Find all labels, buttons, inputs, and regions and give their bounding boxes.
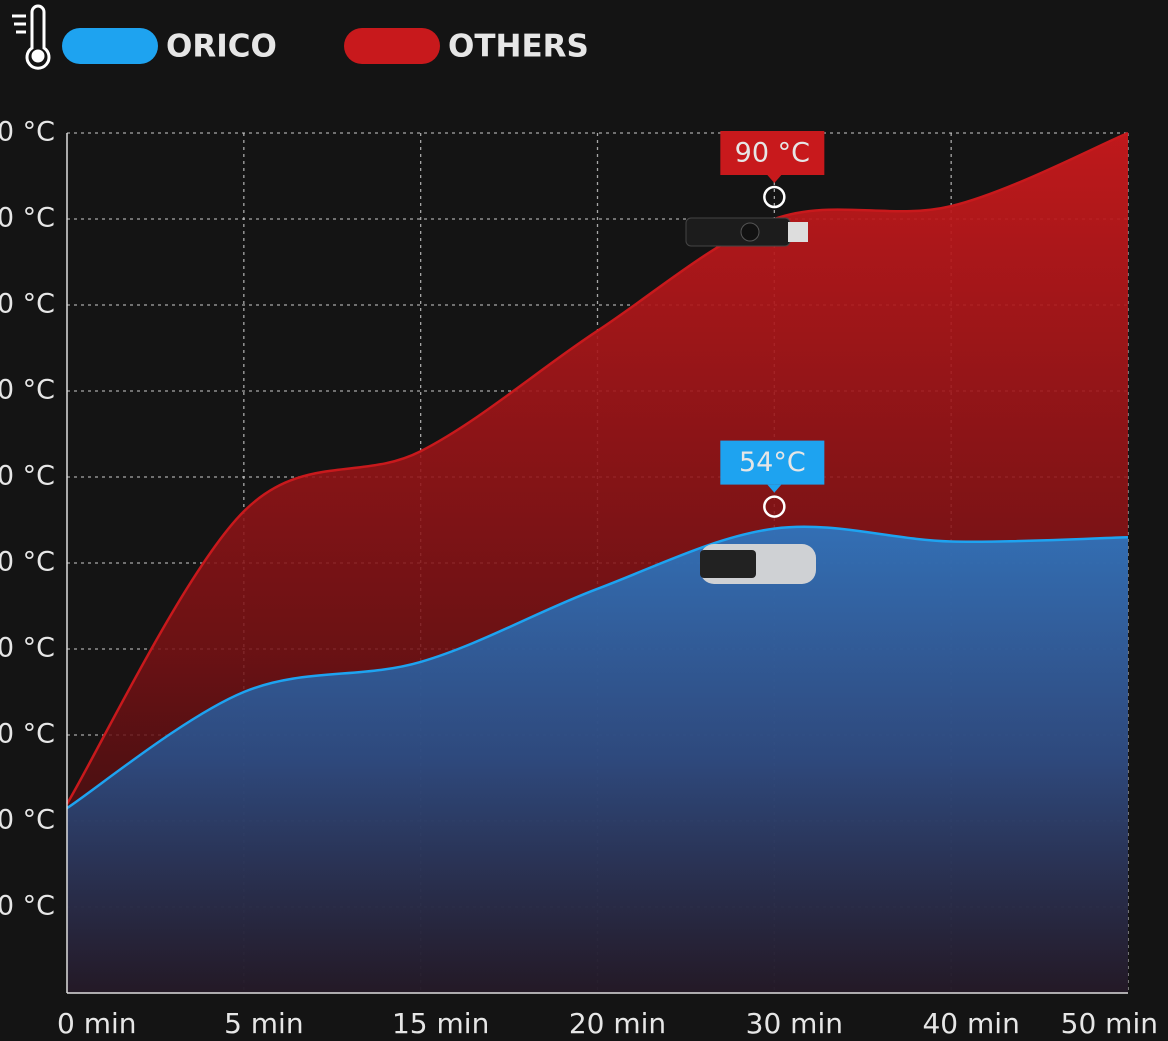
data-label: 90 °C <box>735 138 810 169</box>
page: {"chart_data": {"type": "area", "categor… <box>0 0 1168 1041</box>
y-tick-label: 60 °C <box>0 461 55 492</box>
legend-swatch <box>62 28 158 64</box>
y-tick-label: 50 °C <box>0 547 55 578</box>
x-tick-label: 5 min <box>224 1007 304 1040</box>
y-tick-label: 80 °C <box>0 289 55 320</box>
orico-usb-image <box>700 544 816 584</box>
chart: 10 °C 20 °C 30 °C 40 °C 50 °C 60 °C 70 °C 80 °C… <box>0 0 1168 1041</box>
y-tick-label: 100 °C <box>0 117 55 148</box>
y-tick-label: 40 °C <box>0 633 55 664</box>
legend-label: OTHERS <box>448 29 589 65</box>
x-tick-label: 20 min <box>569 1007 666 1040</box>
y-tick-label: 70 °C <box>0 375 55 406</box>
data-label: 54°C <box>739 447 806 478</box>
y-tick-label: 20 °C <box>0 805 55 836</box>
legend-swatch <box>344 28 440 64</box>
x-tick-label: 40 min <box>922 1007 1019 1040</box>
y-tick-label: 90 °C <box>0 203 55 234</box>
legend-label: ORICO <box>166 29 277 65</box>
x-tick-label: 0 min <box>57 1007 137 1040</box>
x-tick-label: 50 min <box>1061 1007 1158 1040</box>
others-usb-image <box>686 218 808 246</box>
y-tick-label: 30 °C <box>0 719 55 750</box>
x-tick-label: 30 min <box>746 1007 843 1040</box>
y-tick-label: 10 °C <box>0 891 55 922</box>
x-tick-label: 15 min <box>392 1007 489 1040</box>
